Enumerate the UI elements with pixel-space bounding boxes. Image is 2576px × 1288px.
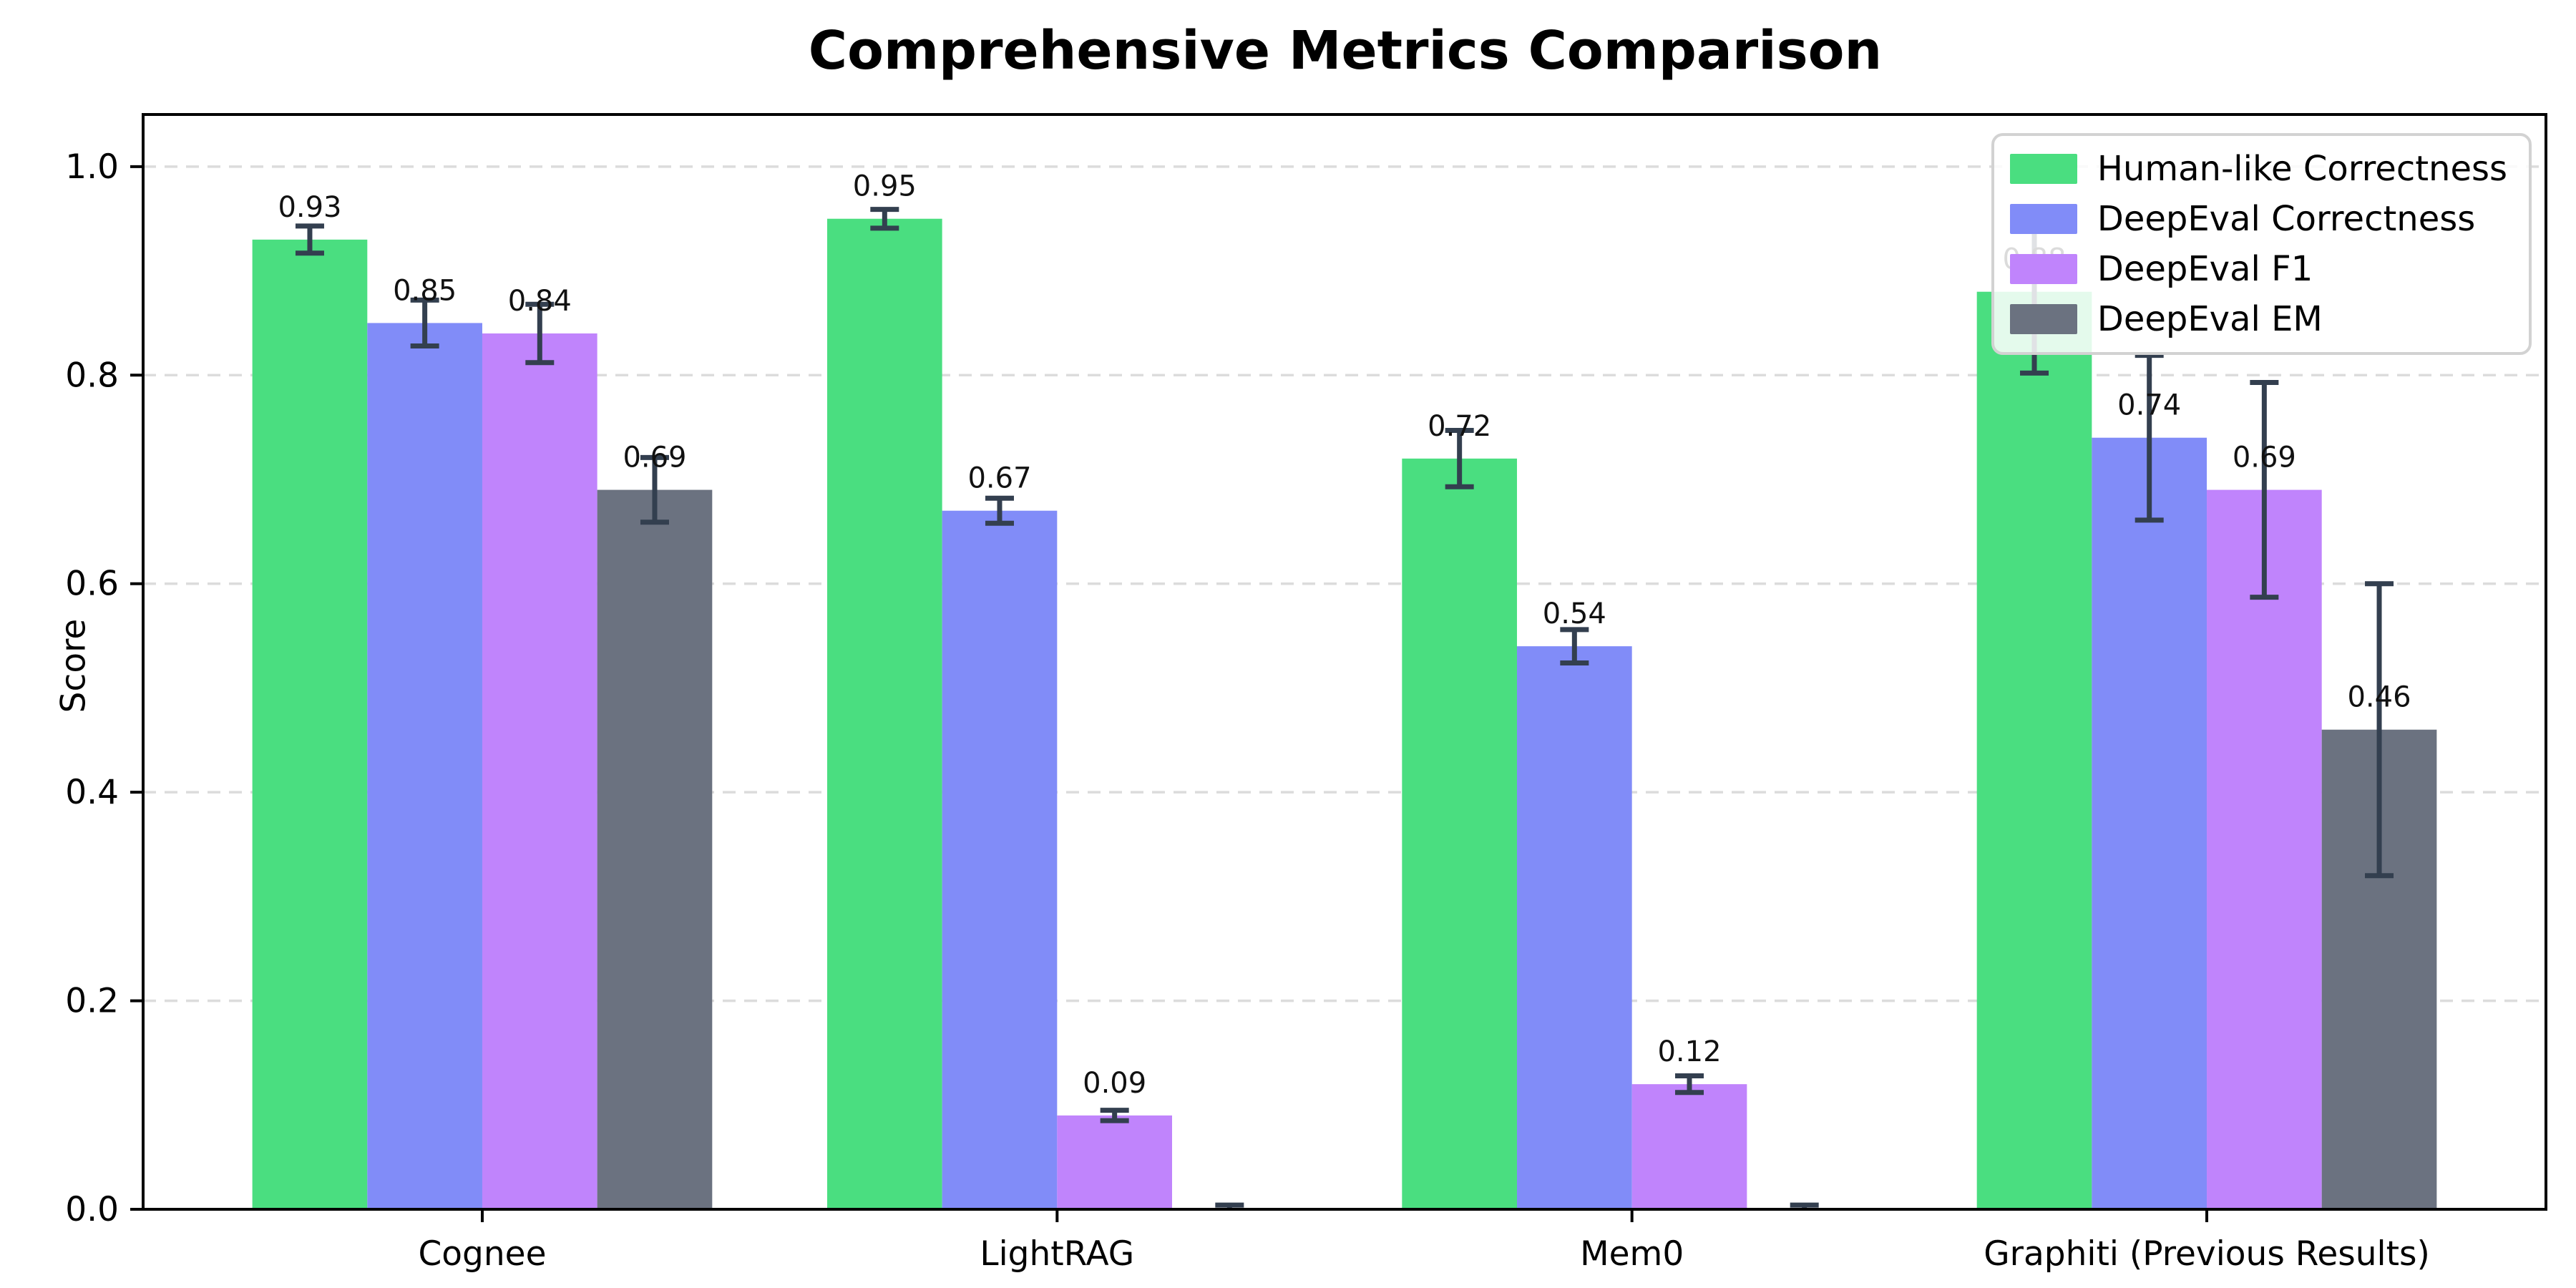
bar-deepeval-f1-0 [482,333,597,1209]
error-bar [985,495,1014,526]
legend-label: DeepEval F1 [2097,249,2313,289]
y-tick-label: 0.8 [65,356,119,395]
legend-label: Human-like Correctness [2097,149,2507,189]
value-label: 0.69 [2233,441,2296,474]
legend-item-deepeval-correctness: DeepEval Correctness [2009,199,2507,239]
x-tick-label-lightrag: LightRAG [980,1234,1134,1274]
legend-item-deepeval-f1: DeepEval F1 [2009,249,2507,289]
value-label: 0.93 [278,191,341,224]
legend-label: DeepEval EM [2097,299,2323,339]
value-label: 0.84 [508,285,572,318]
value-label: 0.69 [623,441,686,474]
value-label: 0.67 [967,462,1031,495]
y-tick-label: 0.4 [65,773,119,812]
legend-swatch [2009,204,2077,234]
error-bar [2365,581,2394,879]
bar-deepeval-f1-2 [1631,1084,1747,1209]
bar-deepeval-correctness-2 [1517,646,1632,1209]
y-tick-label: 0.0 [65,1190,119,1229]
legend-swatch [2009,304,2077,334]
y-tick-label: 0.6 [65,565,119,604]
legend-item-human-like-correctness: Human-like Correctness [2009,149,2507,189]
error-bar [1790,1202,1819,1209]
y-axis: 0.0 0.2 0.4 0.6 0.8 1.0 [65,147,143,1229]
bar-human-like-correctness-0 [252,239,368,1209]
bar-deepeval-correctness-1 [942,510,1058,1209]
error-bar [640,454,669,525]
error-bar [410,297,439,348]
value-label: 0.85 [393,274,457,307]
value-label: 0.95 [853,170,917,203]
axes-frame [142,113,2547,1211]
legend-swatch [2009,254,2077,284]
error-bar [870,207,899,231]
bar-deepeval-correctness-3 [2092,437,2207,1209]
legend: Human-like Correctness DeepEval Correctne… [1991,133,2532,355]
y-tick-label: 0.2 [65,982,119,1021]
error-bar [1560,627,1589,665]
x-tick-label-cognee: Cognee [418,1234,546,1274]
bar-deepeval-f1-1 [1057,1115,1172,1209]
bar-human-like-correctness-2 [1402,458,1518,1209]
bar-deepeval-f1-3 [2207,489,2322,1209]
x-tick-label-mem0: Mem0 [1580,1234,1684,1274]
bar-human-like-correctness-3 [1976,291,2092,1209]
error-bar [2250,379,2279,600]
error-bar [525,301,555,366]
value-label: 0.54 [1543,597,1606,630]
error-bar [295,223,324,256]
bar-deepeval-correctness-0 [367,323,482,1209]
error-bar [1215,1202,1244,1209]
value-label: 0.09 [1083,1067,1146,1100]
x-tick-label-graphiti-previous-results-: Graphiti (Previous Results) [1984,1234,2430,1274]
error-bar [1100,1108,1129,1123]
error-bar [1445,428,1474,489]
legend-item-deepeval-em: DeepEval EM [2009,299,2507,339]
legend-swatch [2009,154,2077,184]
bars [252,218,2437,1209]
value-label: 0.72 [1428,410,1491,443]
bar-human-like-correctness-1 [826,218,942,1209]
value-label: 0.74 [2117,389,2181,422]
error-bar [1675,1073,1704,1096]
value-label: 0.46 [2347,681,2411,714]
chart-title: Comprehensive Metrics Comparison [808,20,1883,82]
value-label: 0.12 [1657,1035,1721,1068]
x-axis: Cognee LightRAG Mem0 Graphiti (Previous Res… [418,1209,2430,1274]
legend-label: DeepEval Correctness [2097,199,2476,239]
error-bar [2135,353,2164,523]
y-tick-label: 1.0 [65,147,119,187]
bar-deepeval-em-0 [597,489,713,1209]
